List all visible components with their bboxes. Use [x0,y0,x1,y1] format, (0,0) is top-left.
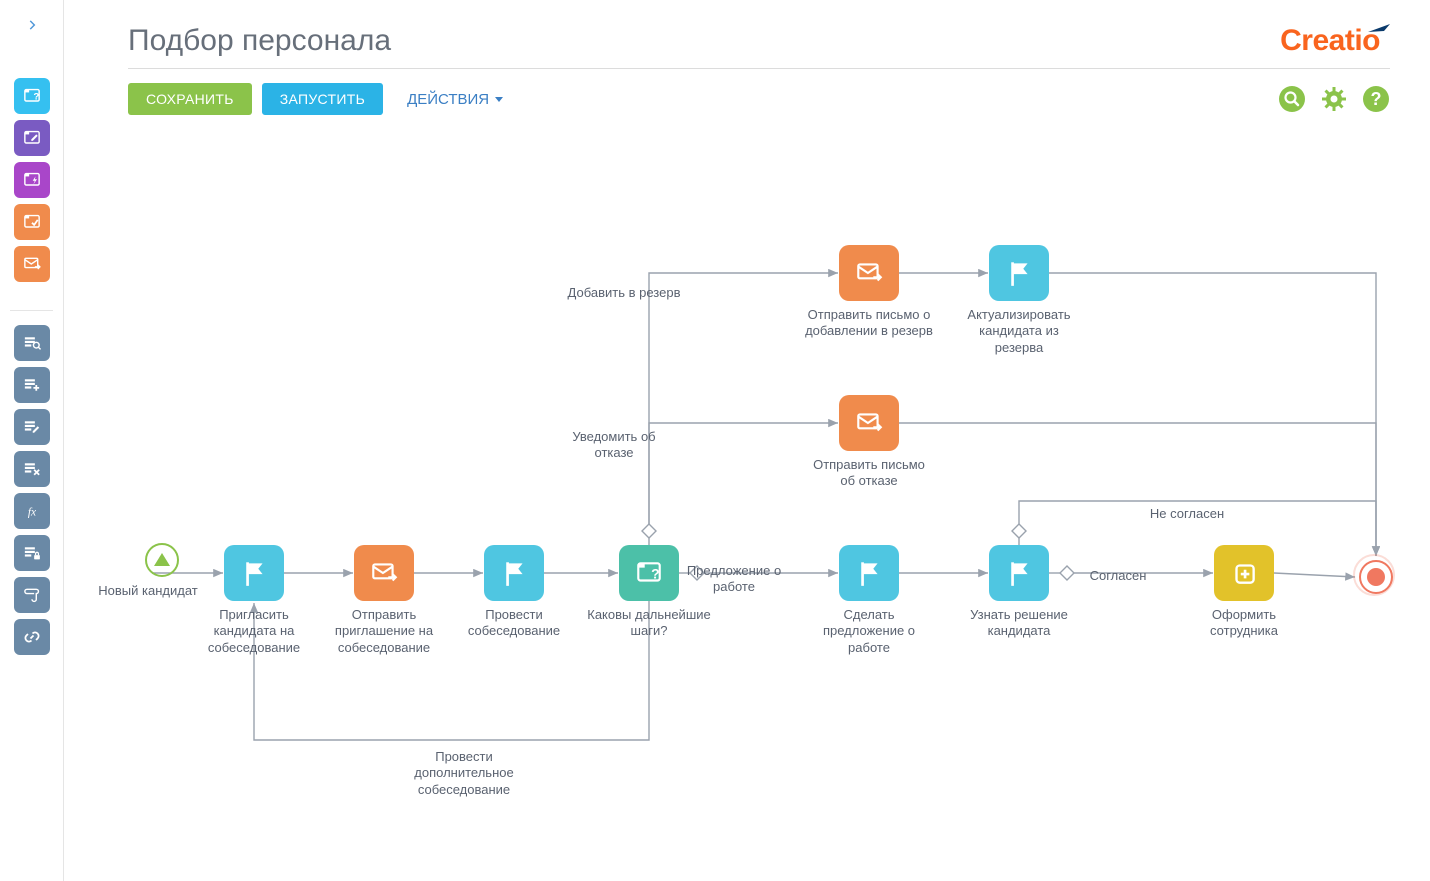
header: Подбор персонала Creatio СОХРАНИТЬ ЗАПУС… [64,0,1430,125]
actions-label: ДЕЙСТВИЯ [407,91,489,108]
node-box[interactable] [1214,545,1274,601]
run-button[interactable]: ЗАПУСТИТЬ [262,83,383,115]
gear-icon[interactable] [1320,85,1348,113]
tool-script[interactable] [14,577,50,613]
tool-edit-data[interactable] [14,409,50,445]
node-label: Отправить письмо о добавлении в резерв [804,307,934,340]
actions-dropdown[interactable]: ДЕЙСТВИЯ [407,91,503,108]
process-canvas[interactable]: Новый кандидатПригласить кандидата на со… [64,130,1430,881]
node-n6[interactable]: Узнать решение кандидата [954,545,1084,640]
node-label: Оформить сотрудника [1179,607,1309,640]
search-icon[interactable] [1278,85,1306,113]
edge-label: Уведомить об отказе [554,429,674,462]
edge-label: Добавить в резерв [554,285,694,301]
expand-rail-button[interactable] [0,0,64,50]
node-box[interactable] [839,545,899,601]
node-box[interactable] [989,245,1049,301]
save-button[interactable]: СОХРАНИТЬ [128,83,252,115]
edge-label: Не согласен [1132,506,1242,522]
tool-lock[interactable] [14,535,50,571]
left-toolbar: ? fx [0,0,64,881]
node-box[interactable] [989,545,1049,601]
node-box[interactable] [354,545,414,601]
chevron-down-icon [495,97,503,102]
svg-text:?: ? [651,565,660,581]
node-label: Узнать решение кандидата [954,607,1084,640]
node-box[interactable] [839,245,899,301]
tool-task[interactable]: ? [14,78,50,114]
edge-label: Провести дополнительное собеседование [389,749,539,798]
node-n7[interactable]: Оформить сотрудника [1179,545,1309,640]
node-n5[interactable]: Сделать предложение о работе [804,545,934,656]
end-event[interactable] [1359,560,1393,594]
node-n9[interactable]: Отправить письмо о добавлении в резерв [804,245,934,340]
node-box[interactable] [224,545,284,601]
tool-mail[interactable] [14,246,50,282]
tool-search-data[interactable] [14,325,50,361]
node-label: Отправить письмо об отказе [804,457,934,490]
node-label: Актуализировать кандидата из резерва [954,307,1084,356]
node-label: Пригласить кандидата на собеседование [189,607,319,656]
tool-delete-data[interactable] [14,451,50,487]
node-label: Сделать предложение о работе [804,607,934,656]
tool-link[interactable] [14,619,50,655]
svg-text:?: ? [1371,89,1382,109]
node-label: Отправить приглашение на собеседование [319,607,449,656]
edge-label: Предложение о работе [669,563,799,596]
tool-signal[interactable] [14,162,50,198]
logo: Creatio [1280,24,1390,58]
edge-label: Согласен [1078,568,1158,584]
svg-text:fx: fx [27,506,35,518]
node-n8[interactable]: Отправить письмо об отказе [804,395,934,490]
node-box[interactable] [839,395,899,451]
tool-add-data[interactable] [14,367,50,403]
node-label: Провести собеседование [449,607,579,640]
node-n10[interactable]: Актуализировать кандидата из резерва [954,245,1084,356]
tool-approve[interactable] [14,204,50,240]
tool-formula[interactable]: fx [14,493,50,529]
node-n3[interactable]: Провести собеседование [449,545,579,640]
node-box[interactable] [484,545,544,601]
node-n2[interactable]: Отправить приглашение на собеседование [319,545,449,656]
help-icon[interactable]: ? [1362,85,1390,113]
page-title: Подбор персонала [128,24,391,58]
node-label: Каковы дальнейшие шаги? [584,607,714,640]
node-n1[interactable]: Пригласить кандидата на собеседование [189,545,319,656]
tool-edit[interactable] [14,120,50,156]
svg-text:?: ? [33,92,39,102]
